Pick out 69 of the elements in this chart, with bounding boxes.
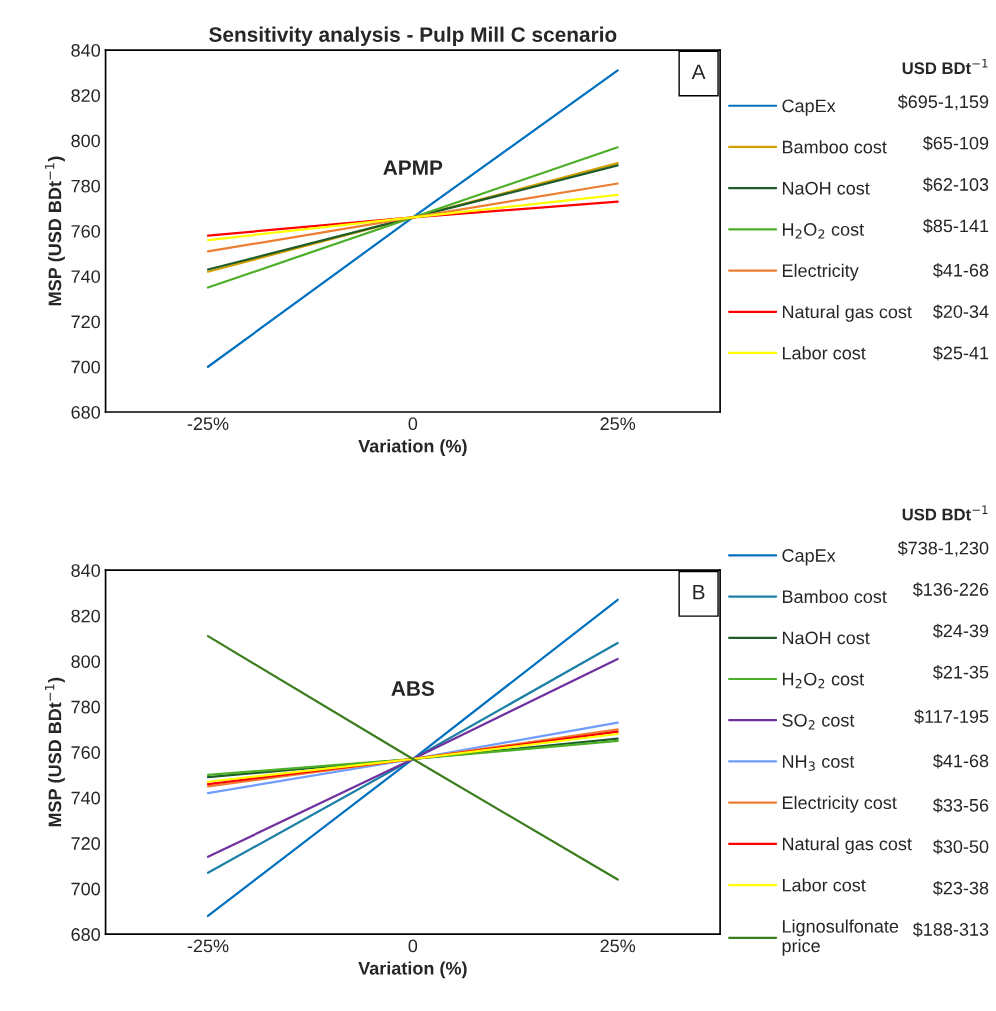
y-tick-label: 720 <box>71 315 101 329</box>
y-tick-label: 840 <box>71 564 101 577</box>
text: $85-141 <box>922 218 989 234</box>
chart-title: Sensitivity analysis - Pulp Mill C scenario <box>209 26 617 47</box>
text: $24-39 <box>933 623 989 639</box>
x-tick-label: 25% <box>600 417 636 431</box>
text: $30-50 <box>933 839 989 855</box>
x-tick-label: -25% <box>187 939 229 953</box>
legend-label: H$_{2}$O$_{2}$ cost <box>782 223 864 239</box>
annotation: ABS <box>391 681 435 696</box>
x-axis-title: Variation (%) <box>358 439 467 457</box>
x-axis-title: Variation (%) <box>358 961 467 979</box>
y-tick-label: 820 <box>71 609 101 623</box>
annotation: APMP <box>383 160 443 175</box>
legend-label: NaOH cost <box>782 181 870 195</box>
legend-label: Lignosulfonate price <box>782 919 899 956</box>
legend-label: Bamboo cost <box>782 140 887 154</box>
text: $62-103 <box>922 177 989 192</box>
legend-label: H$_{2}$O$_{2}$ cost <box>782 672 864 689</box>
y-tick-label: 740 <box>71 791 101 805</box>
y-tick-label: 680 <box>71 928 101 941</box>
text: $25-41 <box>933 345 989 361</box>
legend-label: Labor cost <box>782 346 866 360</box>
legend-label: Labor cost <box>782 878 866 892</box>
legend-label: Electricity <box>782 263 859 281</box>
y-tick-label: 800 <box>71 655 101 668</box>
legend-label: Bamboo cost <box>782 589 887 604</box>
y-tick-label: 680 <box>71 405 101 419</box>
annotation: A <box>691 64 706 79</box>
y-tick-label: 700 <box>71 882 101 896</box>
text: $117-195 <box>914 709 989 725</box>
y-tick-label: 820 <box>71 89 101 103</box>
text: $188-313 <box>912 922 989 937</box>
x-tick-label: 0 <box>408 939 418 953</box>
y-tick-label: 780 <box>71 700 101 714</box>
legend-label: CapEx <box>782 99 836 116</box>
legend-label: Electricity cost <box>782 795 897 813</box>
x-tick-label: 0 <box>408 417 418 431</box>
text: $41-68 <box>933 263 989 278</box>
y-tick-label: 720 <box>71 837 101 850</box>
text: $738-1,230 <box>897 540 989 557</box>
y-tick-label: 780 <box>71 179 101 193</box>
text: $33-56 <box>933 798 989 813</box>
legend-label: NaOH cost <box>782 631 870 645</box>
legend-title: USD BDt$^{−1}$ <box>902 59 988 75</box>
legend-label: NH$_{3}$ cost <box>782 755 855 771</box>
annotation: B <box>693 584 705 600</box>
y-axis-title: MSP (USD BDt$^{−1}$) <box>45 677 65 827</box>
y-tick-label: 800 <box>71 134 101 148</box>
text: $65-109 <box>922 135 989 151</box>
text: $23-38 <box>933 880 989 896</box>
text: $41-68 <box>933 753 989 769</box>
text: $136-226 <box>912 582 989 597</box>
y-axis-title: MSP (USD BDt$^{−1}$) <box>45 156 65 306</box>
y-tick-label: 840 <box>71 43 101 57</box>
legend-label: Natural gas cost <box>782 837 912 854</box>
x-tick-label: 25% <box>600 939 636 953</box>
text: $695-1,159 <box>897 94 989 111</box>
legend-title: USD BDt$^{−1}$ <box>902 505 988 521</box>
legend-label: SO$_{2}$ cost <box>782 713 855 730</box>
y-tick-label: 700 <box>71 360 101 374</box>
text: $20-34 <box>933 304 989 320</box>
legend-label: CapEx <box>782 549 836 566</box>
y-tick-label: 740 <box>71 270 101 283</box>
y-tick-label: 760 <box>71 746 101 759</box>
x-tick-label: -25% <box>187 417 229 431</box>
legend-label: Natural gas cost <box>782 305 912 322</box>
y-tick-label: 760 <box>71 224 101 238</box>
text: $21-35 <box>933 665 989 680</box>
